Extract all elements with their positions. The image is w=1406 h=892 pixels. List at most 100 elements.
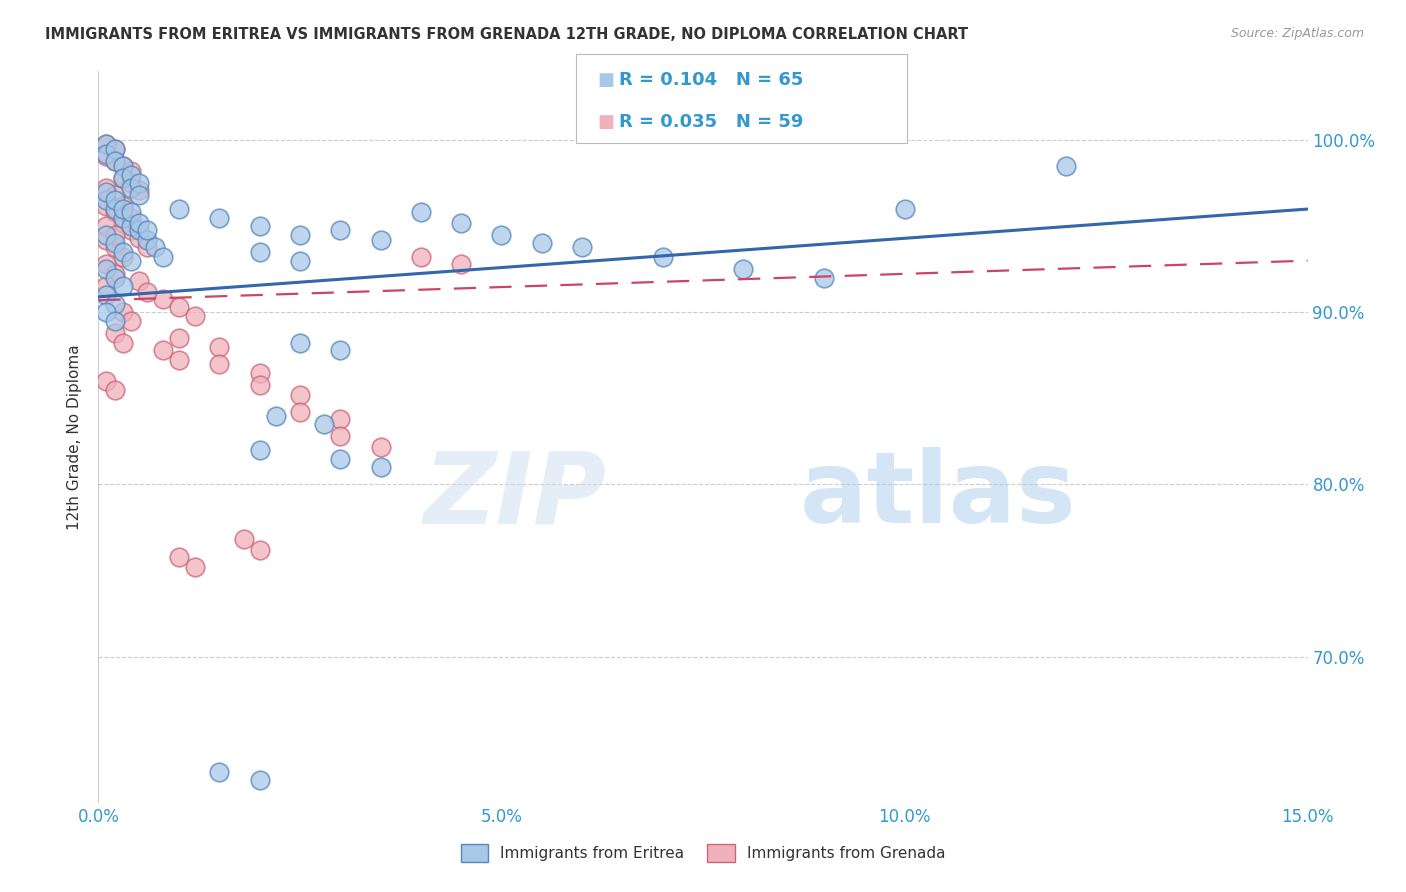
Point xyxy=(167,549,190,564)
Point xyxy=(111,159,134,173)
Point xyxy=(96,149,118,163)
Point xyxy=(152,343,174,358)
Point xyxy=(249,442,271,457)
Point xyxy=(96,262,118,277)
Point xyxy=(96,185,118,199)
Point xyxy=(450,257,472,271)
Point xyxy=(103,236,125,251)
Point xyxy=(128,176,150,190)
Point xyxy=(103,188,125,202)
Point xyxy=(651,250,673,264)
Point xyxy=(167,300,190,314)
Point xyxy=(152,250,174,264)
Point xyxy=(813,271,835,285)
Point xyxy=(135,223,157,237)
Point xyxy=(491,227,513,242)
Point xyxy=(96,219,118,234)
Point xyxy=(103,153,125,168)
Point xyxy=(103,296,125,310)
Point xyxy=(208,357,231,371)
Point xyxy=(893,202,915,216)
Point xyxy=(167,331,190,345)
Point xyxy=(288,336,311,351)
Point xyxy=(329,223,352,237)
Point xyxy=(249,773,271,788)
Y-axis label: 12th Grade, No Diploma: 12th Grade, No Diploma xyxy=(67,344,83,530)
Point xyxy=(103,202,125,216)
Point xyxy=(96,305,118,319)
Point xyxy=(288,388,311,402)
Point xyxy=(111,171,134,186)
Text: R = 0.035   N = 59: R = 0.035 N = 59 xyxy=(619,113,803,131)
Point xyxy=(96,194,118,208)
Point xyxy=(128,216,150,230)
Point xyxy=(1054,159,1077,173)
Point xyxy=(96,288,118,302)
Point xyxy=(111,305,134,319)
Point xyxy=(120,211,142,225)
Point xyxy=(143,240,166,254)
Point xyxy=(96,227,118,242)
Point xyxy=(249,377,271,392)
Point xyxy=(103,153,125,168)
Text: atlas: atlas xyxy=(800,447,1077,544)
Point xyxy=(103,383,125,397)
Point xyxy=(450,216,472,230)
Text: R = 0.104   N = 65: R = 0.104 N = 65 xyxy=(619,71,803,89)
Point xyxy=(135,240,157,254)
Point xyxy=(128,274,150,288)
Point xyxy=(232,533,254,547)
Point xyxy=(288,405,311,419)
Point xyxy=(96,374,118,388)
Point xyxy=(96,198,118,212)
Legend: Immigrants from Eritrea, Immigrants from Grenada: Immigrants from Eritrea, Immigrants from… xyxy=(454,838,952,868)
Point xyxy=(288,253,311,268)
Point xyxy=(733,262,755,277)
Point xyxy=(329,343,352,358)
Point xyxy=(103,205,125,219)
Point xyxy=(409,250,432,264)
Point xyxy=(184,560,207,574)
Point xyxy=(103,194,125,208)
Point xyxy=(264,409,287,423)
Point xyxy=(120,176,142,190)
Point xyxy=(103,142,125,156)
Point xyxy=(103,314,125,328)
Point xyxy=(120,253,142,268)
Point xyxy=(208,764,231,779)
Point xyxy=(128,231,150,245)
Point xyxy=(111,171,134,186)
Point xyxy=(370,460,392,475)
Point xyxy=(249,219,271,234)
Point xyxy=(103,240,125,254)
Point xyxy=(184,309,207,323)
Point xyxy=(135,233,157,247)
Point xyxy=(103,271,125,285)
Point xyxy=(96,233,118,247)
Point xyxy=(111,198,134,212)
Text: ■: ■ xyxy=(598,113,614,131)
Point xyxy=(96,136,118,151)
Point xyxy=(120,219,142,234)
Point xyxy=(111,279,134,293)
Point xyxy=(167,353,190,368)
Point xyxy=(208,211,231,225)
Text: ZIP: ZIP xyxy=(423,447,606,544)
Point xyxy=(96,136,118,151)
Point xyxy=(111,202,134,216)
Point xyxy=(128,183,150,197)
Point xyxy=(329,412,352,426)
Point xyxy=(152,292,174,306)
Point xyxy=(103,142,125,156)
Point xyxy=(120,181,142,195)
Text: IMMIGRANTS FROM ERITREA VS IMMIGRANTS FROM GRENADA 12TH GRADE, NO DIPLOMA CORREL: IMMIGRANTS FROM ERITREA VS IMMIGRANTS FR… xyxy=(45,27,969,42)
Point xyxy=(103,227,125,242)
Point xyxy=(96,279,118,293)
Point xyxy=(288,227,311,242)
Point xyxy=(314,417,336,432)
Point xyxy=(96,147,118,161)
Point xyxy=(103,268,125,282)
Point xyxy=(128,223,150,237)
Point xyxy=(120,168,142,182)
Point xyxy=(167,202,190,216)
